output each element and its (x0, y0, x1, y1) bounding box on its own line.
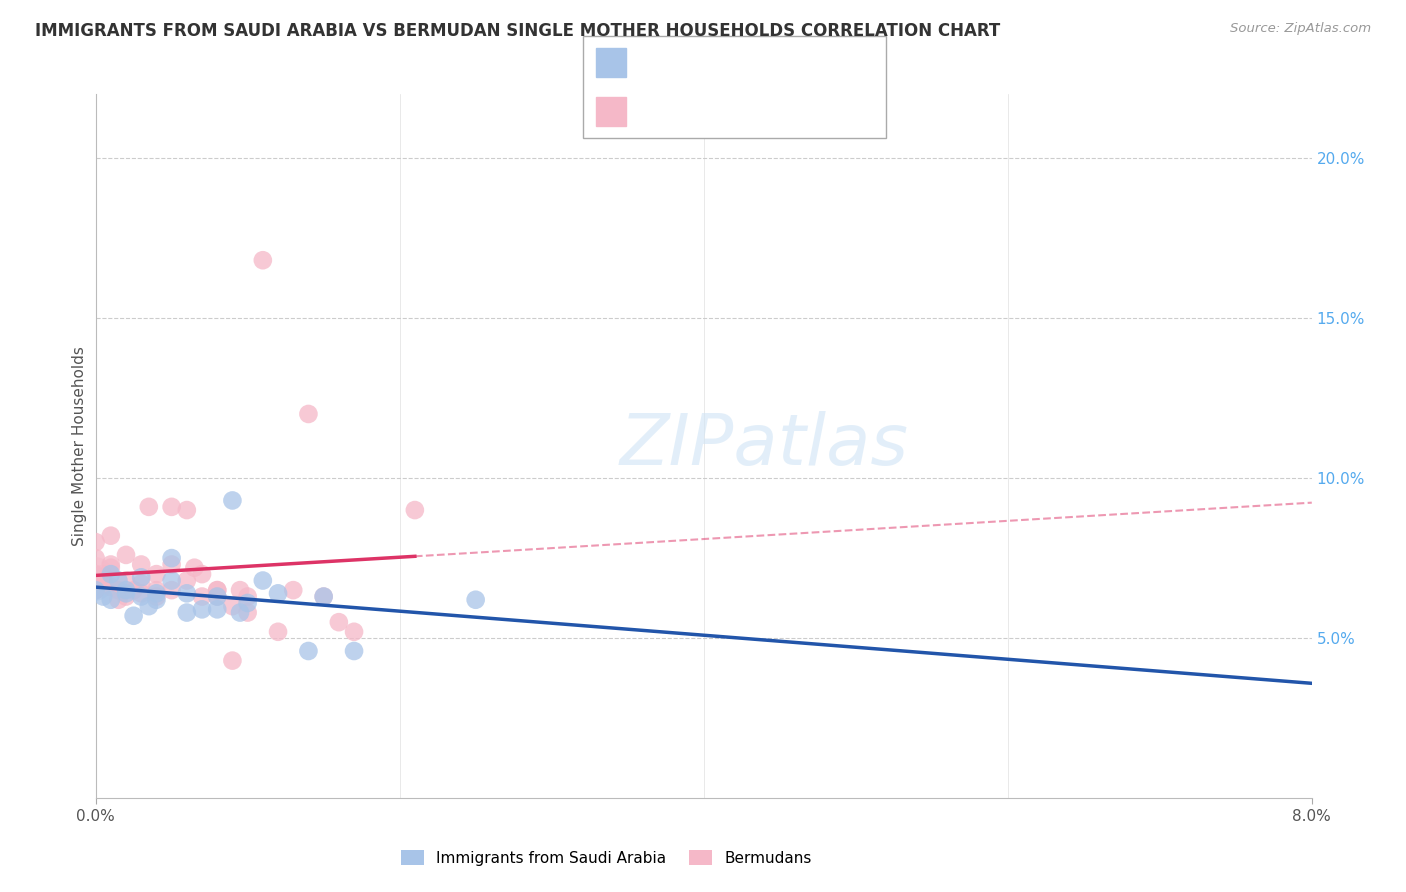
Point (267, 586, 290, 600)
Point (145, 592, 167, 607)
Point (115, 586, 138, 600)
Point (176, 586, 198, 600)
Text: Source: ZipAtlas.com: Source: ZipAtlas.com (1230, 22, 1371, 36)
Point (100, 567, 122, 582)
Text: N =: N = (770, 54, 813, 70)
Point (297, 644, 319, 658)
Point (464, 592, 486, 607)
Point (129, 586, 152, 600)
Text: -0.097: -0.097 (681, 54, 733, 70)
Point (129, 576, 152, 591)
Text: IMMIGRANTS FROM SAUDI ARABIA VS BERMUDAN SINGLE MOTHER HOUSEHOLDS CORRELATION CH: IMMIGRANTS FROM SAUDI ARABIA VS BERMUDAN… (35, 22, 1001, 40)
Point (129, 590, 152, 604)
Point (115, 574, 138, 588)
Point (221, 654, 243, 668)
Text: 29: 29 (825, 54, 845, 70)
Point (191, 602, 214, 616)
Point (115, 583, 138, 598)
Point (236, 606, 259, 620)
Point (205, 583, 228, 598)
Point (160, 583, 183, 598)
Point (252, 253, 274, 268)
Point (84, 551, 107, 566)
Text: N =: N = (770, 104, 813, 120)
Point (84, 583, 107, 598)
Point (205, 583, 228, 598)
Point (221, 493, 243, 508)
Point (91, 590, 114, 604)
Point (91, 574, 114, 588)
Point (160, 551, 183, 566)
Point (84, 583, 107, 598)
Point (100, 560, 122, 574)
Point (205, 602, 228, 616)
Point (84, 576, 107, 591)
Point (283, 583, 305, 598)
Point (205, 590, 228, 604)
Point (176, 503, 198, 517)
Point (312, 590, 335, 604)
Legend: Immigrants from Saudi Arabia, Bermudans: Immigrants from Saudi Arabia, Bermudans (395, 844, 818, 871)
Text: R =: R = (638, 54, 669, 70)
Point (297, 407, 319, 421)
Point (343, 644, 366, 658)
Text: R =: R = (638, 104, 669, 120)
Point (221, 599, 243, 614)
Bar (596, 97, 626, 126)
Y-axis label: Single Mother Households: Single Mother Households (72, 346, 87, 546)
Point (145, 583, 167, 598)
Point (129, 570, 152, 584)
Text: ZIPatlas: ZIPatlas (620, 411, 910, 481)
FancyBboxPatch shape (583, 36, 886, 138)
Point (191, 590, 214, 604)
Point (115, 548, 138, 562)
Point (312, 590, 335, 604)
Point (84, 574, 107, 588)
Point (107, 574, 129, 588)
Point (229, 606, 252, 620)
Point (122, 608, 145, 623)
Point (252, 574, 274, 588)
Point (145, 590, 167, 604)
Point (205, 590, 228, 604)
Text: -0.202: -0.202 (681, 104, 733, 120)
Point (91, 567, 114, 582)
Point (145, 567, 167, 582)
Point (122, 583, 145, 598)
Point (107, 592, 129, 607)
Point (84, 535, 107, 549)
Point (160, 574, 183, 588)
Point (267, 624, 290, 639)
Point (138, 599, 160, 614)
Point (160, 558, 183, 572)
Point (145, 586, 167, 600)
Point (84, 567, 107, 582)
Point (404, 503, 426, 517)
Point (107, 583, 129, 598)
Point (100, 592, 122, 607)
Text: 48: 48 (825, 104, 845, 120)
Point (191, 567, 214, 582)
Point (160, 500, 183, 514)
Point (100, 580, 122, 594)
Point (343, 624, 366, 639)
Point (328, 615, 350, 630)
Point (129, 558, 152, 572)
Point (176, 574, 198, 588)
Point (84, 567, 107, 582)
Point (183, 560, 205, 574)
Point (115, 590, 138, 604)
Point (236, 590, 259, 604)
Point (100, 558, 122, 572)
Point (236, 596, 259, 610)
Point (138, 500, 160, 514)
Point (176, 606, 198, 620)
Point (229, 583, 252, 598)
Bar (596, 48, 626, 77)
Point (100, 529, 122, 543)
